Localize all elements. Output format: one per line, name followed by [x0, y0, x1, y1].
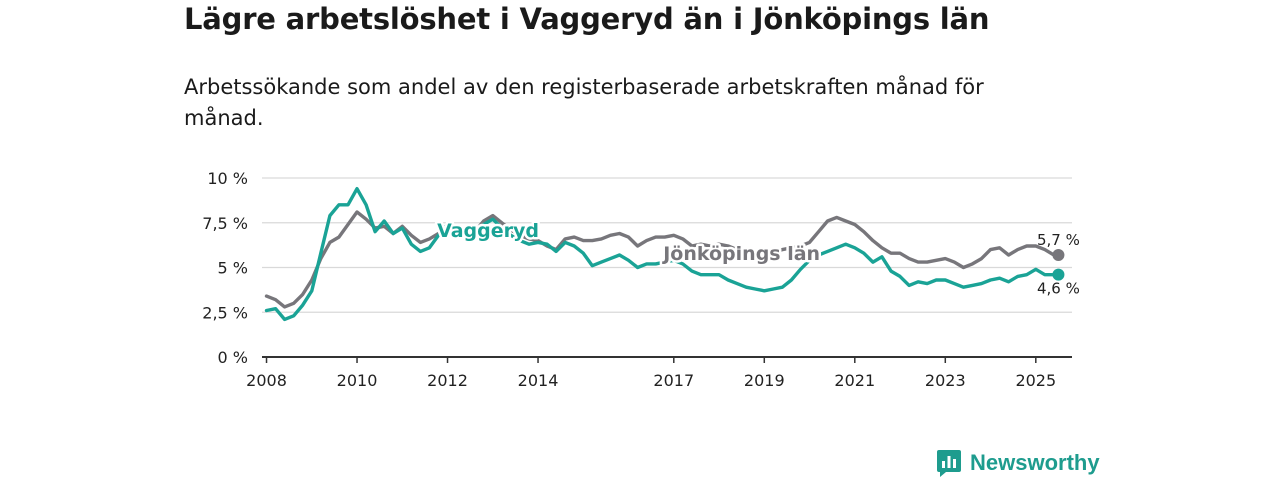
line-chart: 0 % 2,5 % 5 % 7,5 % 10 % 2008 2010 2012 2014 2017…: [202, 169, 1080, 390]
chart-title: Lägre arbetslöshet i Vaggeryd än i Jönkö…: [184, 2, 990, 36]
x-tick-label: 2014: [518, 371, 559, 390]
newsworthy-logo-icon: [937, 450, 961, 477]
x-tick-label: 2019: [744, 371, 785, 390]
y-tick-label: 2,5 %: [202, 303, 248, 322]
end-marker-jonkopings-lan: [1052, 248, 1065, 261]
x-tick-label: 2021: [834, 371, 875, 390]
series-label-vaggeryd: Vaggeryd: [437, 220, 539, 242]
x-tick-label: 2025: [1015, 371, 1056, 390]
y-tick-label: 7,5 %: [202, 214, 248, 233]
end-marker-vaggeryd: [1052, 268, 1065, 281]
y-tick-label: 0 %: [218, 348, 248, 367]
x-tick-label: 2017: [653, 371, 694, 390]
y-tick-label: 10 %: [207, 169, 248, 188]
series-label-jonkopings-lan: Jönköpings län: [661, 243, 820, 265]
end-value-label-vaggeryd: 4,6 %: [1037, 280, 1080, 298]
chart-subtitle: Arbetssökande som andel av den registerb…: [184, 75, 984, 130]
y-tick-label: 5 %: [218, 259, 248, 278]
x-tick-label: 2010: [337, 371, 378, 390]
newsworthy-logo[interactable]: Newsworthy: [936, 448, 1100, 478]
newsworthy-logo-text: Newsworthy: [970, 450, 1100, 475]
end-value-label-jonkopings-lan: 5,7 %: [1037, 231, 1080, 249]
x-tick-label: 2012: [427, 371, 468, 390]
x-tick-label: 2008: [246, 371, 287, 390]
x-tick-label: 2023: [925, 371, 966, 390]
series-line-vaggeryd: [264, 187, 1061, 322]
